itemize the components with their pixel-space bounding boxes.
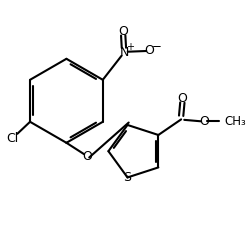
Text: O: O <box>82 150 92 162</box>
Text: O: O <box>118 25 128 38</box>
Text: N: N <box>120 46 129 59</box>
Text: O: O <box>199 115 209 128</box>
Text: CH₃: CH₃ <box>224 115 246 128</box>
Text: −: − <box>152 40 162 53</box>
Text: O: O <box>145 44 155 58</box>
Text: S: S <box>124 171 131 184</box>
Text: Cl: Cl <box>6 132 18 145</box>
Text: O: O <box>177 92 187 105</box>
Text: +: + <box>126 42 134 52</box>
